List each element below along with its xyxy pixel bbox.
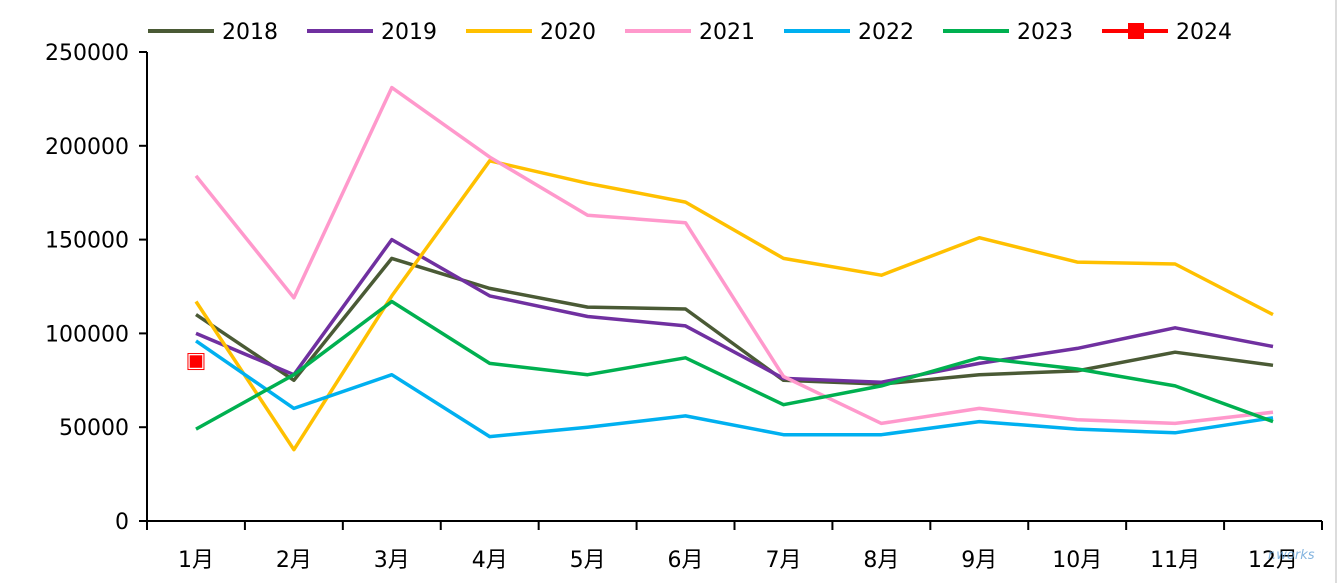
series-line-2021 [194, 85, 1274, 426]
y-tick-label: 100000 [45, 322, 129, 347]
y-tick-label: 0 [115, 510, 129, 535]
y-tick-label: 200000 [45, 135, 129, 160]
series-line-2022 [195, 339, 1274, 439]
x-tick-label: 1月 [178, 548, 214, 573]
data-point-marker-border [187, 353, 205, 371]
legend-item-2020: 2020 [466, 20, 596, 45]
legend-item-2019: 2019 [307, 20, 437, 45]
x-tick-label: 7月 [765, 548, 801, 573]
x-tick-label: 10月 [1052, 548, 1102, 573]
y-tick-label: 150000 [45, 229, 129, 254]
x-tick-label: 5月 [570, 548, 606, 573]
series-2022 [195, 339, 1274, 439]
series-2019 [195, 237, 1274, 384]
x-tick-label: 11月 [1150, 548, 1200, 573]
plot-lines [187, 85, 1274, 452]
legend-label: 2019 [381, 20, 437, 45]
series-2023 [195, 299, 1274, 431]
y-tick-label: 50000 [59, 416, 129, 441]
x-tick-label: 8月 [863, 548, 899, 573]
legend-item-2021: 2021 [625, 20, 755, 45]
series-2020 [194, 159, 1274, 452]
data-point-marker [188, 353, 204, 370]
x-tick-label: 4月 [472, 548, 508, 573]
series-line-2023 [195, 299, 1274, 431]
series-line-2019 [195, 237, 1274, 384]
legend: 2018 2019 2020 2021 2022 2023 2024 [148, 20, 1232, 45]
legend-label: 2018 [222, 20, 278, 45]
y-tick-label: 250000 [45, 41, 129, 66]
series-line-2018 [195, 256, 1274, 386]
series-2021 [194, 85, 1274, 426]
series-2018 [195, 256, 1274, 386]
series-line-2020 [194, 159, 1274, 452]
x-tick-label: 12月 [1248, 548, 1298, 573]
x-tick-label: 9月 [961, 548, 997, 573]
legend-marker [1128, 23, 1144, 39]
x-tick-label: 6月 [668, 548, 704, 573]
legend-item-2023: 2023 [943, 20, 1073, 45]
series-2024 [187, 353, 205, 371]
legend-label: 2024 [1176, 20, 1232, 45]
axes: 250000 200000 150000 100000 50000 0 1月 2月 3月 4月 5月… [45, 41, 1323, 573]
legend-label: 2021 [699, 20, 755, 45]
x-tick-label: 2月 [276, 548, 312, 573]
legend-item-2022: 2022 [784, 20, 914, 45]
legend-label: 2022 [858, 20, 914, 45]
watermark: r.works [1268, 548, 1315, 563]
legend-item-2024: 2024 [1102, 20, 1232, 45]
legend-label: 2020 [540, 20, 596, 45]
legend-item-2018: 2018 [148, 20, 278, 45]
x-tick-label: 3月 [374, 548, 410, 573]
legend-label: 2023 [1017, 20, 1073, 45]
